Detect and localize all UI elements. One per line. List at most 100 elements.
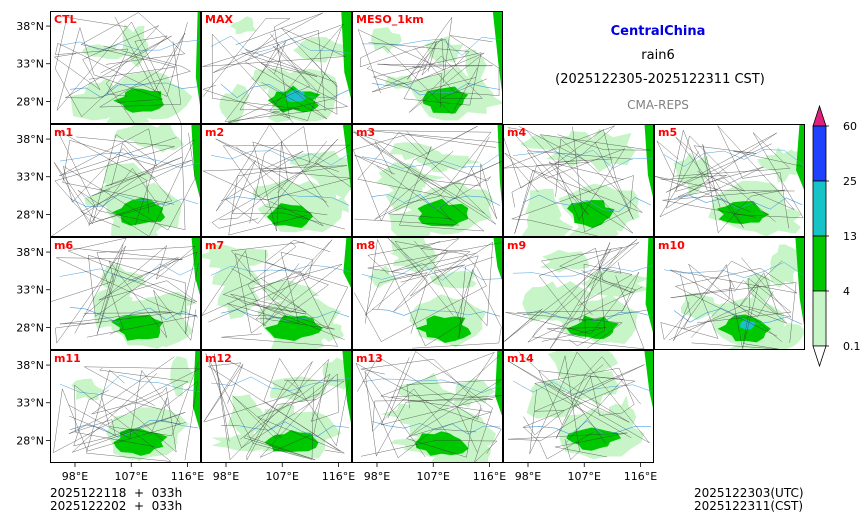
light-rain-area: [71, 378, 106, 401]
init-utc-text: 2025122118 + 033h: [50, 486, 183, 500]
y-tick-label: 33°N: [16, 284, 44, 297]
province-border: [505, 271, 640, 349]
map-panel: MAX: [201, 11, 352, 124]
province-border: [59, 273, 197, 338]
province-border: [201, 250, 338, 347]
init-cst-text: 2025122202 + 033h: [50, 499, 183, 513]
province-border: [100, 361, 199, 461]
province-border: [234, 253, 348, 334]
river-line: [220, 194, 350, 206]
province-border: [670, 279, 797, 343]
light-rain-area: [421, 149, 452, 173]
light-rain-area: [429, 270, 478, 289]
panel-label: m7: [205, 239, 224, 252]
region-title: CentralChina: [610, 24, 706, 39]
map-panel: m10: [654, 237, 805, 350]
province-border: [72, 373, 186, 453]
province-border: [391, 240, 493, 327]
province-border: [232, 361, 316, 460]
province-border: [366, 42, 485, 113]
river-line: [220, 421, 350, 437]
x-tick-label: 98°E: [515, 470, 541, 483]
y-tick-label: 38°N: [16, 246, 44, 259]
province-border: [568, 242, 649, 347]
province-border: [670, 268, 798, 337]
light-rain-area: [764, 147, 798, 182]
province-border: [508, 351, 650, 454]
province-border: [354, 161, 502, 226]
province-border: [208, 251, 314, 326]
province-border: [211, 138, 351, 229]
rain-band-moderate: [113, 428, 168, 456]
province-border: [353, 130, 497, 225]
province-border: [360, 38, 478, 115]
province-border: [91, 356, 177, 453]
panel-frame: [503, 350, 654, 463]
panel-label: m12: [205, 352, 232, 365]
province-border: [222, 241, 335, 330]
province-border: [366, 130, 502, 220]
province-border: [56, 129, 159, 226]
province-border: [659, 135, 764, 218]
province-border: [80, 157, 192, 228]
x-tick-label: 107°E: [417, 470, 450, 483]
map-panel: CTL: [50, 11, 201, 124]
x-tick-label: 107°E: [115, 470, 148, 483]
province-border: [354, 154, 497, 219]
colorbar-tick-label: 60: [843, 120, 857, 133]
river-line: [512, 265, 653, 277]
panel-label: m2: [205, 126, 224, 139]
rain-band-moderate: [112, 197, 166, 226]
light-rain-area: [367, 265, 397, 288]
river-line: [69, 82, 199, 99]
x-tick-label: 116°E: [171, 470, 204, 483]
river-line: [59, 263, 200, 282]
river-line: [371, 194, 501, 211]
province-border: [559, 247, 636, 313]
province-border: [51, 124, 195, 237]
rain-band-east: [644, 350, 653, 409]
y-tick-label: 38°N: [16, 359, 44, 372]
valid-utc-text: 2025122303(UTC): [694, 486, 804, 500]
province-border: [68, 366, 200, 436]
province-border: [374, 130, 485, 232]
river-line: [512, 149, 653, 169]
light-rain-area: [293, 37, 351, 63]
province-border: [662, 144, 786, 234]
rain-band-east: [341, 11, 351, 99]
x-tick-label: 98°E: [213, 470, 239, 483]
panel-label: MAX: [205, 13, 233, 26]
province-border: [56, 21, 182, 123]
y-tick-label: 33°N: [16, 397, 44, 410]
province-border: [503, 129, 634, 220]
river-line: [69, 419, 199, 438]
panel-label: CTL: [54, 13, 77, 26]
province-border: [717, 125, 795, 229]
map-panel: m7: [201, 237, 352, 350]
province-border: [354, 241, 487, 342]
y-tick-label: 33°N: [16, 58, 44, 71]
panel-frame: [503, 237, 654, 350]
rain-band-east: [492, 11, 502, 92]
rain-band-moderate: [566, 427, 622, 451]
map-panel: m11: [50, 350, 201, 463]
river-line: [522, 194, 652, 212]
province-border: [53, 367, 189, 453]
panel-label: m10: [658, 239, 685, 252]
rain-band-east: [495, 350, 502, 416]
river-line: [371, 308, 501, 317]
province-border: [365, 238, 479, 318]
panel-frame: [201, 11, 352, 124]
province-border: [654, 175, 751, 213]
province-border: [511, 126, 634, 237]
panel-frame: [503, 124, 654, 237]
province-border: [214, 353, 334, 461]
province-border: [53, 25, 159, 124]
province-border: [680, 260, 788, 330]
light-rain-area: [230, 16, 257, 34]
rain-band-east: [342, 350, 351, 424]
rain-band-moderate: [113, 88, 164, 113]
panel-label: m11: [54, 352, 81, 365]
province-border: [213, 12, 345, 121]
province-border: [202, 28, 346, 112]
